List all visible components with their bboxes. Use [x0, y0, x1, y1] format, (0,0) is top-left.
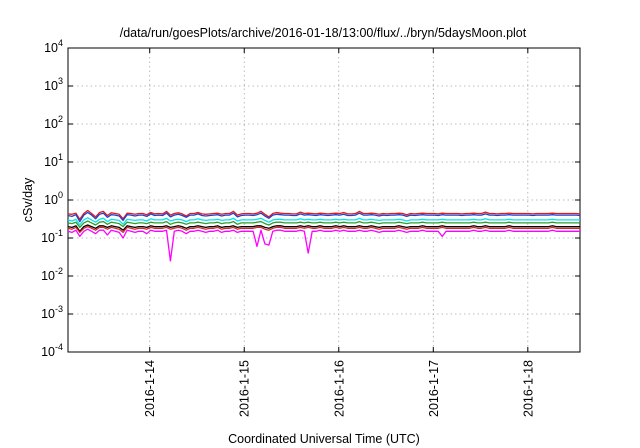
- x-axis-ticks: 2016-1-14 2016-1-15 2016-1-16 2016-1-17 2016…: [143, 48, 535, 417]
- y-tick-label: 103: [44, 76, 63, 93]
- x-tick-label: 2016-1-18: [521, 360, 535, 417]
- y-tick-label: 10-2: [41, 266, 63, 283]
- x-axis-label: Coordinated Universal Time (UTC): [228, 432, 420, 446]
- y-tick-label: 10-4: [41, 342, 63, 359]
- series-line-2: [67, 211, 581, 223]
- y-axis-label: cSv/day: [21, 177, 35, 222]
- x-tick-label: 2016-1-17: [427, 360, 441, 417]
- series-line-1: [67, 209, 581, 220]
- plot-area: 10-4 10-3 10-2 10-1 100 101 102 103 104 2016-1-1…: [41, 38, 581, 417]
- y-tick-label: 102: [44, 114, 63, 131]
- chart-title: /data/run/goesPlots/archive/2016-01-18/1…: [120, 26, 527, 40]
- y-axis-ticks: 10-4 10-3 10-2 10-1 100 101 102 103 104: [41, 38, 580, 359]
- x-tick-label: 2016-1-15: [238, 360, 252, 417]
- y-tick-label: 10-1: [41, 228, 63, 245]
- y-tick-label: 101: [44, 152, 63, 169]
- x-tick-label: 2016-1-14: [143, 360, 157, 417]
- y-tick-label: 10-3: [41, 304, 63, 321]
- x-tick-label: 2016-1-16: [332, 360, 346, 417]
- y-tick-label: 100: [44, 190, 63, 207]
- y-tick-label: 104: [44, 38, 63, 55]
- series-group: [67, 209, 581, 262]
- series-line-6: [67, 225, 580, 234]
- series-line-7: [67, 228, 580, 262]
- series-line-5: [67, 224, 580, 232]
- series-line-4: [67, 220, 580, 229]
- series-line-3: [67, 217, 580, 226]
- gridlines: [68, 48, 580, 352]
